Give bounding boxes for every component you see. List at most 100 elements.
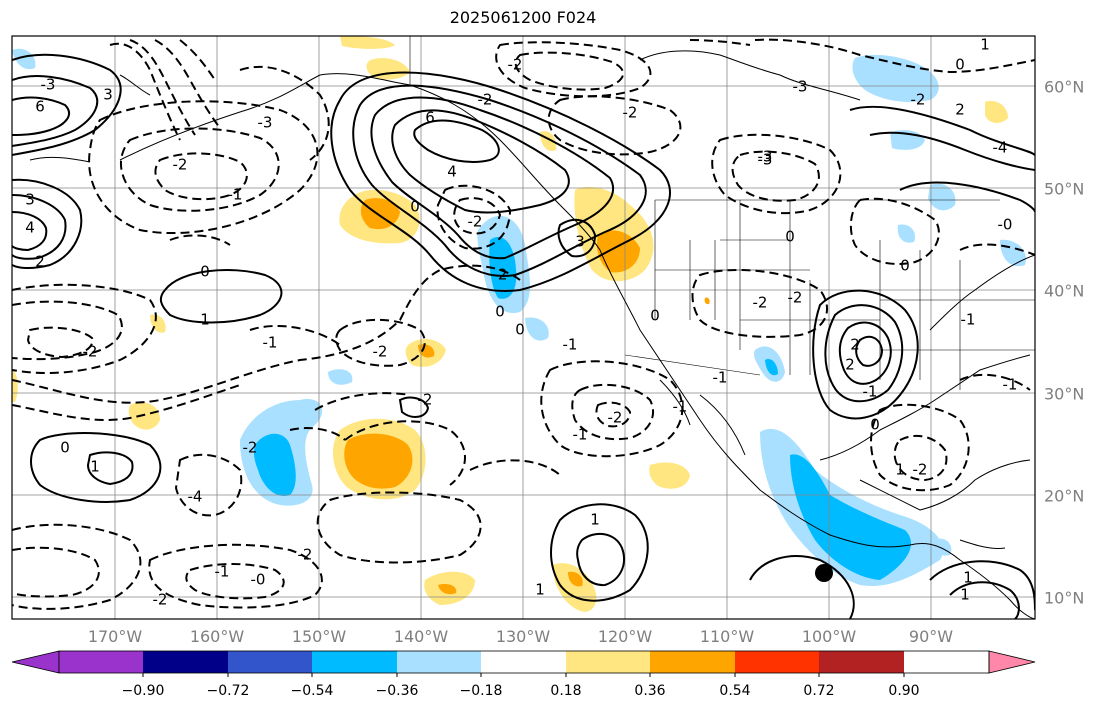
colorbar [11,650,1036,677]
contour-label: 3 [575,233,585,251]
contour-label: 0 [785,228,795,246]
colorbar-tick-label: −0.72 [206,683,250,699]
contour-label: -2 [788,289,803,307]
contour-label: -2 [173,156,188,174]
contour-label: -2 [83,343,98,361]
colorbar-segment [397,651,481,673]
contour-label: -2 [373,343,388,361]
contour-label: -2 [913,461,928,479]
contour-label: 1 [960,586,970,604]
colorbar-segment [650,651,735,673]
contour-label: 0 [200,263,210,281]
lon-label-100w: 100°W [801,627,857,646]
contour-label: 2 [955,101,965,119]
contour-labels: 66334420000011111-2-2-2-2-2-2-2-2-2-2-2-… [25,36,1017,609]
contour-label: -1 [263,334,278,352]
colorbar-segment [228,651,312,673]
colorbar-outline [58,650,990,674]
contour-label: -2 [478,91,493,109]
contour-label: -0 [998,216,1013,234]
colorbar-tick-label: −0.36 [375,683,419,699]
lat-label-20n: 20°N [1044,486,1085,506]
contour-label: 2 [35,253,45,271]
contour-label: -3 [758,151,773,169]
contour-label: -2 [508,56,523,74]
positive-contours [12,53,1035,619]
colorbar-segment [59,651,143,673]
contour-label: 0 [410,198,420,216]
contour-label: -2 [298,546,313,564]
contour-label: -1 [573,426,588,444]
contour-label: 1 [963,569,973,587]
contour-label: 2 [845,356,855,374]
positive-anomaly-shading [12,36,1008,612]
contour-label: -2 [623,104,638,122]
lon-label-160w: 160°W [189,627,245,646]
contour-label: 1 [200,311,210,329]
map-frame [11,35,1036,620]
colorbar-tick-label: 0.18 [550,683,582,699]
colorbar-tick-label: 0.36 [634,683,666,699]
map-title: 2025061200 F024 [449,8,597,27]
contour-label: -2 [911,91,926,109]
colorbar-segment [143,651,228,673]
colorbar-tick-label: −0.90 [121,683,165,699]
colorbar-tick-label: −0.18 [459,683,503,699]
contour-label: -2 [243,439,258,457]
lon-label-170w: 170°W [87,627,143,646]
colorbar-extension-high [988,650,1036,674]
contour-label: 3 [103,86,113,104]
lon-label-90w: 90°W [908,627,954,646]
contour-label: 1 [980,36,990,54]
lat-label-60n: 60°N [1044,77,1085,97]
contour-label: -1 [215,563,230,581]
contour-label: -2 [153,591,168,609]
colorbar-tick-label: 0.90 [888,683,920,699]
lon-label-140w: 140°W [393,627,449,646]
contour-label: -2 [493,266,508,284]
contour-label: -2 [753,294,768,312]
contour-label: 0 [650,307,660,325]
lon-label-130w: 130°W [495,627,551,646]
contour-label: -3 [41,76,56,94]
contour-label: 0 [495,303,505,321]
lat-label-30n: 30°N [1044,384,1085,404]
colorbar-segment [735,651,819,673]
contour-label: 0 [870,416,880,434]
contour-label: 1 [535,581,545,599]
negative-contours [12,38,1035,610]
contour-label: -4 [993,139,1008,157]
colorbar-segment [819,651,904,673]
contour-label: 2 [850,336,860,354]
contour-label: -1 [673,398,688,416]
colorbar-segment [312,651,397,673]
contour-label: 6 [425,109,435,127]
contour-label: -2 [418,391,433,409]
contour-label: -1 [1003,376,1018,394]
contour-label: 4 [447,163,457,181]
colorbar-extension-low [11,650,60,674]
colorbar-tick-label: −0.54 [290,683,334,699]
contour-label: -3 [793,78,808,96]
contour-label: 1 [590,511,600,529]
contour-label: 0 [60,439,70,457]
contour-label: -2 [468,213,483,231]
contour-label: -1 [228,186,243,204]
lat-label-10n: 10°N [1044,588,1085,608]
contour-label: 0 [955,56,965,74]
lat-label-40n: 40°N [1044,281,1085,301]
lon-label-110w: 110°W [699,627,755,646]
contour-label: -4 [188,488,203,506]
lat-label-50n: 50°N [1044,179,1085,199]
contour-label: -1 [961,311,976,329]
contour-label: -3 [758,148,773,166]
contour-label: 1 [90,458,100,476]
coastlines [29,50,1035,619]
contour-label: -3 [258,114,273,132]
contour-label: 1 [895,461,905,479]
colorbar-tick-label: 0.54 [719,683,751,699]
contour-label: -0 [251,571,266,589]
lon-label-150w: 150°W [291,627,347,646]
colorbar-tick-label: 0.72 [803,683,835,699]
